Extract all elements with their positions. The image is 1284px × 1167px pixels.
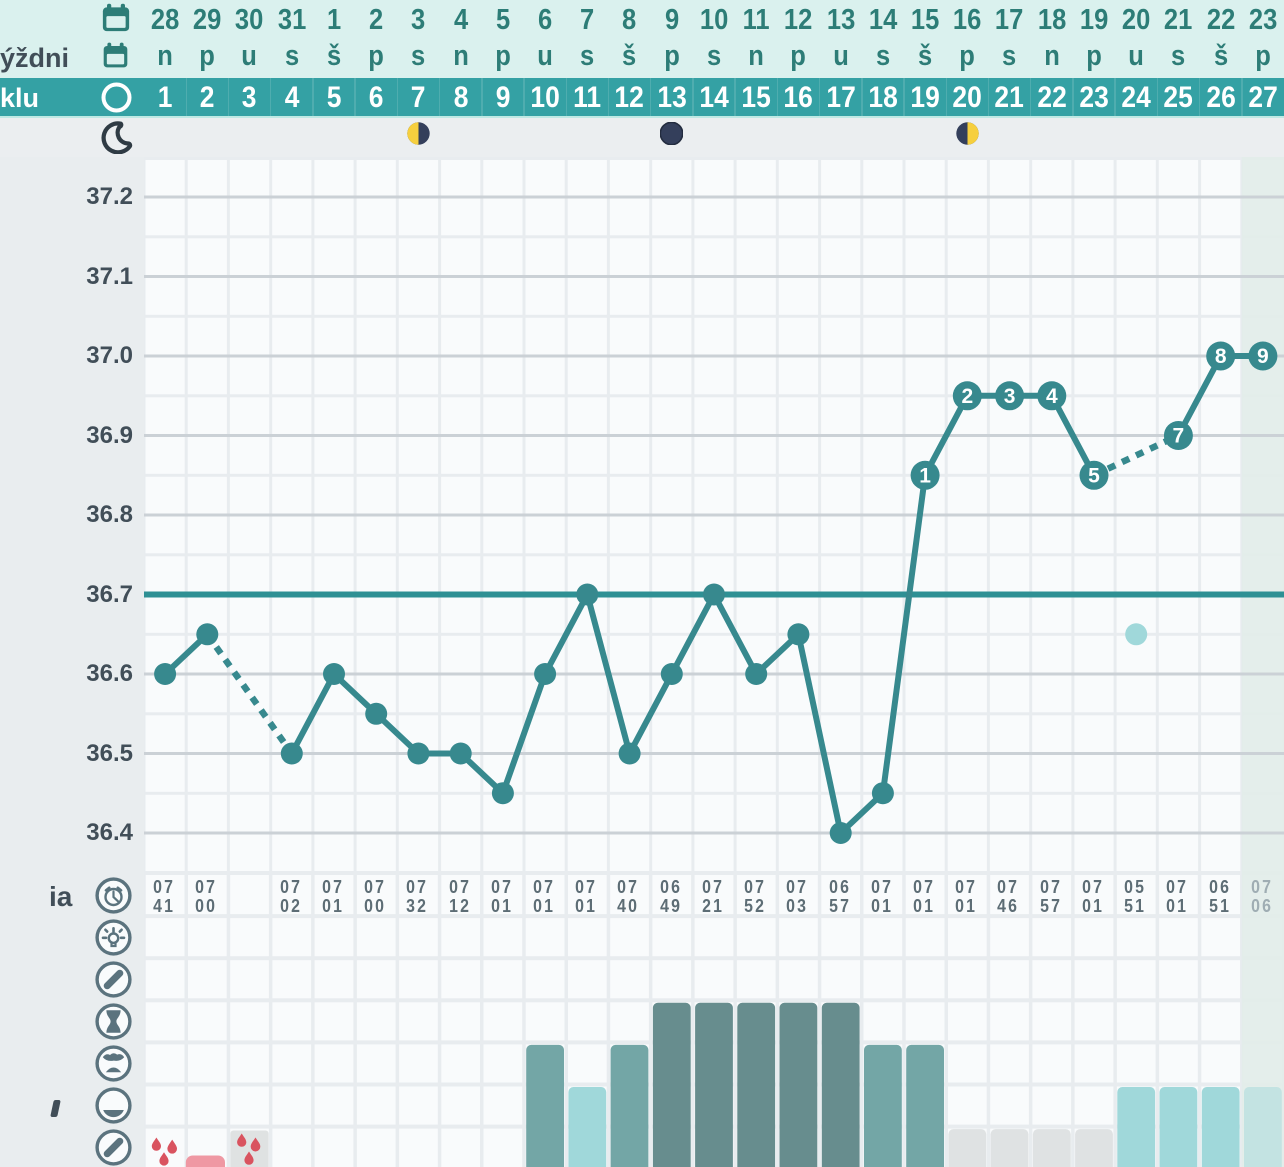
svg-text:9: 9 xyxy=(1257,345,1269,368)
svg-text:7: 7 xyxy=(1173,425,1185,448)
svg-text:1: 1 xyxy=(919,464,931,487)
svg-text:4: 4 xyxy=(1046,385,1058,408)
svg-text:3: 3 xyxy=(1004,385,1016,408)
svg-text:2: 2 xyxy=(961,385,973,408)
svg-text:8: 8 xyxy=(1215,345,1227,368)
svg-text:5: 5 xyxy=(1088,464,1100,487)
